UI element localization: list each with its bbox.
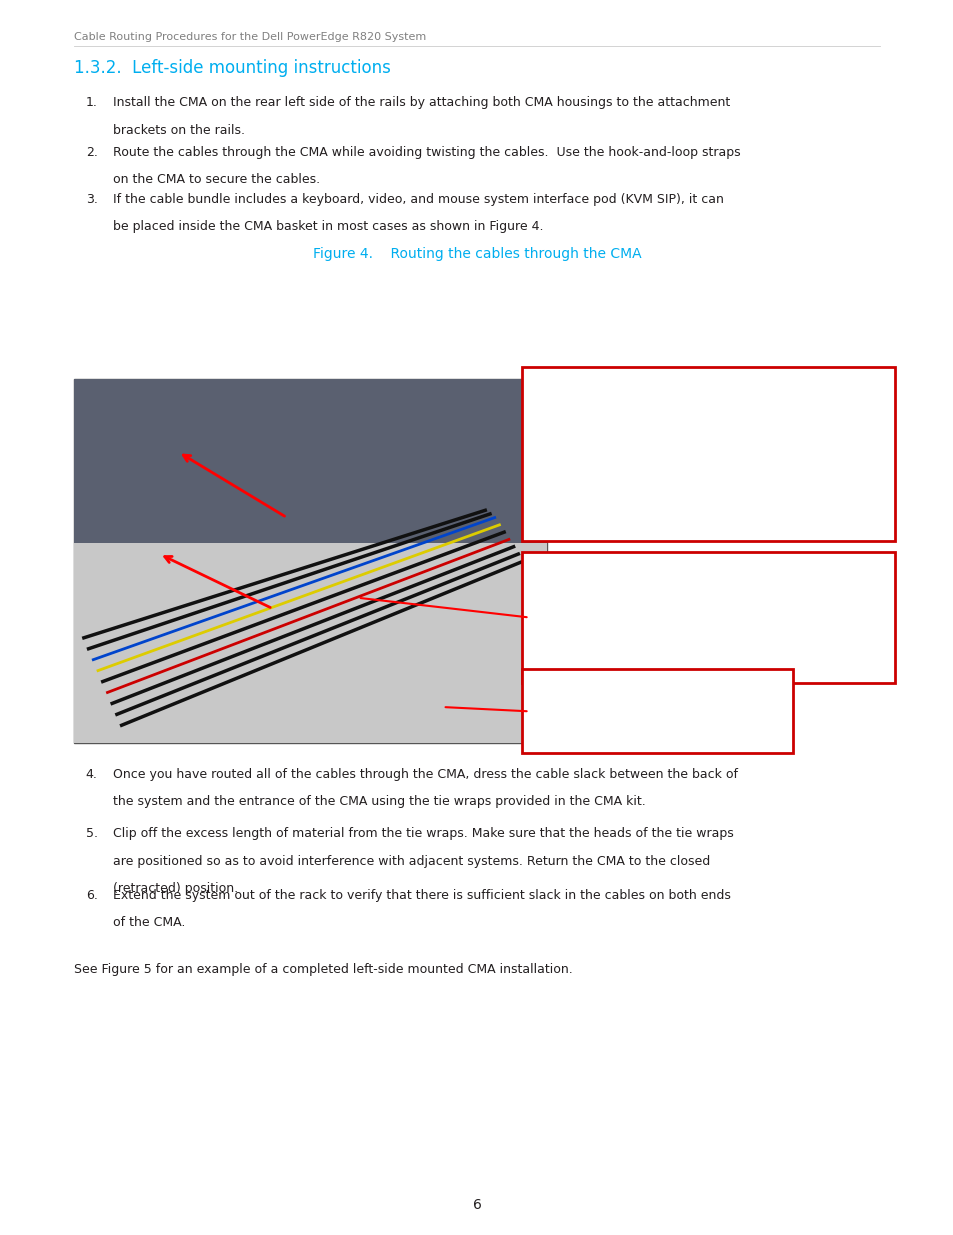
Text: NOTE:: NOTE: <box>538 389 581 403</box>
Text: 6.: 6. <box>86 889 97 903</box>
Text: Cables entering the CMA should have a
small amount of slack to avoid cable
strai: Cables entering the CMA should have a sm… <box>538 574 785 624</box>
Text: KVM SIP can be placed
inside the basket.: KVM SIP can be placed inside the basket. <box>538 692 681 722</box>
FancyBboxPatch shape <box>74 379 546 743</box>
Text: 5.: 5. <box>86 827 98 841</box>
Text: Figure 4.    Routing the cables through the CMA: Figure 4. Routing the cables through the… <box>313 247 640 261</box>
Text: Install the CMA on the rear left side of the rails by attaching both CMA housing: Install the CMA on the rear left side of… <box>112 96 729 110</box>
FancyBboxPatch shape <box>521 552 894 683</box>
Text: 6: 6 <box>472 1198 481 1212</box>
Text: are positioned so as to avoid interference with adjacent systems. Return the CMA: are positioned so as to avoid interferen… <box>112 855 709 868</box>
Text: Route the cables through the CMA while avoiding twisting the cables.  Use the ho: Route the cables through the CMA while a… <box>112 146 740 159</box>
Text: 3.: 3. <box>86 193 97 206</box>
Text: 4.: 4. <box>86 768 97 782</box>
Text: be placed inside the CMA basket in most cases as shown in Figure 4.: be placed inside the CMA basket in most … <box>112 220 542 233</box>
Text: Do not store excess cable
slack inside the CMA.  The cables
may protrude through: Do not store excess cable slack inside t… <box>538 389 768 474</box>
Text: the system and the entrance of the CMA using the tie wraps provided in the CMA k: the system and the entrance of the CMA u… <box>112 795 644 809</box>
Text: on the CMA to secure the cables.: on the CMA to secure the cables. <box>112 173 319 186</box>
Text: 1.: 1. <box>86 96 97 110</box>
FancyBboxPatch shape <box>74 379 546 543</box>
Text: (retracted) position.: (retracted) position. <box>112 882 237 895</box>
Text: If the cable bundle includes a keyboard, video, and mouse system interface pod (: If the cable bundle includes a keyboard,… <box>112 193 722 206</box>
FancyBboxPatch shape <box>521 367 894 541</box>
Text: Extend the system out of the rack to verify that there is sufficient slack in th: Extend the system out of the rack to ver… <box>112 889 730 903</box>
Text: Clip off the excess length of material from the tie wraps. Make sure that the he: Clip off the excess length of material f… <box>112 827 733 841</box>
Text: See Figure 5 for an example of a completed left-side mounted CMA installation.: See Figure 5 for an example of a complet… <box>74 963 573 977</box>
FancyBboxPatch shape <box>74 543 546 743</box>
FancyBboxPatch shape <box>521 669 792 753</box>
Text: Once you have routed all of the cables through the CMA, dress the cable slack be: Once you have routed all of the cables t… <box>112 768 737 782</box>
Text: Cable Routing Procedures for the Dell PowerEdge R820 System: Cable Routing Procedures for the Dell Po… <box>74 32 426 42</box>
Text: brackets on the rails.: brackets on the rails. <box>112 124 244 137</box>
Text: 1.3.2.  Left-side mounting instructions: 1.3.2. Left-side mounting instructions <box>74 59 391 78</box>
Text: of the CMA.: of the CMA. <box>112 916 185 930</box>
Text: 2.: 2. <box>86 146 97 159</box>
